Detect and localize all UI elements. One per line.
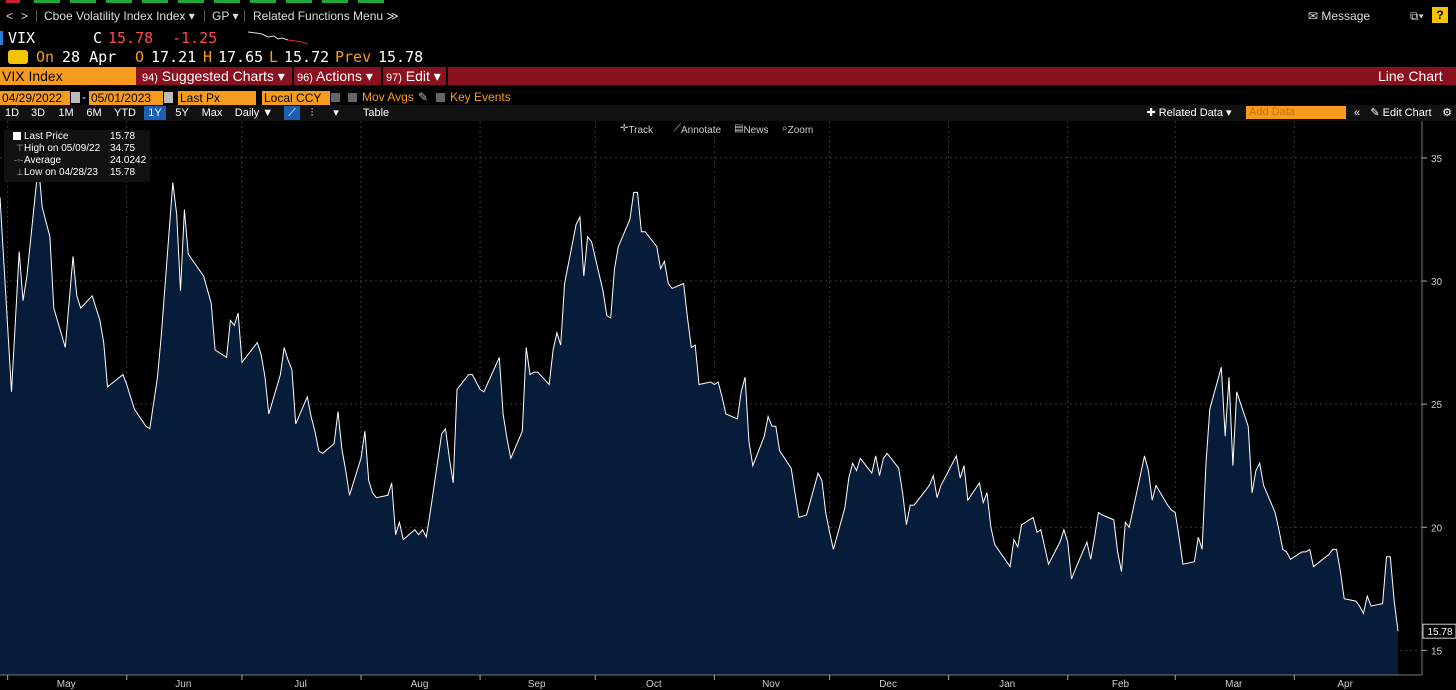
legend-last-label: Last Price xyxy=(24,131,69,142)
track-button[interactable]: ✛ Track xyxy=(620,123,654,136)
x-tick-label: Mar xyxy=(1225,679,1243,690)
currency-select[interactable]: Local CCY xyxy=(262,91,330,105)
mov-avgs-checkbox[interactable] xyxy=(348,93,357,102)
range-1y[interactable]: 1Y xyxy=(144,106,166,120)
x-tick-label: Jan xyxy=(999,679,1015,690)
net-change: -1.25 xyxy=(172,29,218,47)
x-tick-label: Apr xyxy=(1337,679,1353,690)
y-tick-label: 15 xyxy=(1431,646,1443,657)
price-chart[interactable]: 15 20 25 30 35 May Jun Jul Aug Sep Oct Nov Dec Jan Fe… xyxy=(0,121,1456,690)
y-tick-label: 35 xyxy=(1431,154,1443,165)
exchange-icon xyxy=(8,50,28,64)
settings-gear-icon[interactable]: ⚙ xyxy=(1442,107,1452,119)
legend-avg-value: 24.0242 xyxy=(110,155,147,166)
currency-dropdown-icon[interactable] xyxy=(331,93,340,102)
prev-label: Prev xyxy=(335,48,372,66)
legend-swatch xyxy=(13,132,21,140)
frequency-select[interactable]: Daily ▼ xyxy=(234,107,274,119)
close-price: 15.78 xyxy=(108,29,154,47)
mov-avgs-label[interactable]: Mov Avgs xyxy=(362,90,414,104)
high-price: 17.65 xyxy=(218,48,264,66)
suggested-charts-button[interactable]: 94) Suggested Charts ▾ xyxy=(142,68,285,84)
x-tick-label: Jun xyxy=(175,679,191,690)
edit-chart-button[interactable]: ✎ Edit Chart xyxy=(1370,107,1432,119)
legend-avg-label: Average xyxy=(24,155,62,166)
y-tick-label: 20 xyxy=(1431,523,1443,534)
ticker: VIX xyxy=(8,29,36,47)
calendar-icon[interactable] xyxy=(71,92,80,103)
zoom-button[interactable]: ⌕ Zoom xyxy=(782,123,814,136)
top-strip xyxy=(0,0,1456,4)
x-tick-label: May xyxy=(57,679,76,690)
close-prefix: C xyxy=(93,29,103,47)
date-prefix: On xyxy=(36,48,55,66)
prev-price: 15.78 xyxy=(378,48,424,66)
range-5y[interactable]: 5Y xyxy=(175,107,189,119)
quote-date: 28 Apr xyxy=(62,48,117,66)
function-menu[interactable]: GP ▾ xyxy=(212,9,239,23)
function-bar: VIX Index 94) Suggested Charts ▾ 96) Act… xyxy=(0,67,1456,85)
menu-bar: < > Cboe Volatility Index Index ▾ GP ▾ R… xyxy=(0,6,1456,26)
x-tick-label: Nov xyxy=(762,679,780,690)
pencil-icon[interactable]: ✎ xyxy=(418,90,429,104)
calendar-icon[interactable] xyxy=(164,92,173,103)
x-tick-label: Sep xyxy=(528,679,546,690)
annotate-button[interactable]: ⟋ Annotate xyxy=(674,123,722,136)
open-label: O xyxy=(135,48,145,66)
high-label: H xyxy=(203,48,213,66)
security-field[interactable]: VIX Index xyxy=(0,67,136,85)
legend-last-value: 15.78 xyxy=(110,131,136,142)
low-price: 15.72 xyxy=(284,48,330,66)
window-options-icon[interactable]: ⧉▾ xyxy=(1410,9,1424,23)
collapse-icon[interactable]: « xyxy=(1353,107,1361,119)
table-button[interactable]: Table xyxy=(362,107,390,119)
low-label: L xyxy=(269,48,279,66)
related-data-button[interactable]: ✚ Related Data ▾ xyxy=(1146,107,1232,119)
range-1m[interactable]: 1M xyxy=(58,107,74,119)
chart-legend: Last Price 15.78 ⊤ High on 05/09/22 34.7… xyxy=(4,130,150,182)
x-tick-label: Feb xyxy=(1112,679,1130,690)
chevron-right-icon[interactable]: > xyxy=(21,9,29,23)
x-tick-label: Jul xyxy=(294,679,307,690)
news-button[interactable]: ▤ News xyxy=(734,123,769,136)
chevron-left-icon[interactable]: < xyxy=(6,9,14,23)
x-tick-label: Dec xyxy=(879,679,897,690)
legend-low-label: Low on 04/28/23 xyxy=(24,167,98,178)
edit-button[interactable]: 97) Edit ▾ xyxy=(386,68,441,84)
range-ytd[interactable]: YTD xyxy=(114,107,136,119)
x-tick-label: Oct xyxy=(646,679,662,690)
y-tick-label: 25 xyxy=(1431,400,1443,411)
range-max[interactable]: Max xyxy=(201,107,223,119)
end-date-field[interactable]: 05/01/2023 xyxy=(89,91,163,105)
related-functions-menu[interactable]: Related Functions Menu ≫ xyxy=(253,9,399,23)
style-dropdown-icon[interactable]: ▾ xyxy=(333,107,339,119)
range-3d[interactable]: 3D xyxy=(30,107,46,119)
range-1d[interactable]: 1D xyxy=(4,107,20,119)
price-line xyxy=(0,164,1399,632)
add-data-input[interactable]: Add Data xyxy=(1246,106,1346,119)
message-button[interactable]: ✉ Message xyxy=(1308,9,1371,23)
x-tick-label: Aug xyxy=(411,679,429,690)
legend-high-label: High on 05/09/22 xyxy=(24,143,101,154)
range-6m[interactable]: 6M xyxy=(86,107,102,119)
start-date-field[interactable]: 04/29/2022 xyxy=(0,91,70,105)
y-tick-label: 30 xyxy=(1431,277,1443,288)
open-price: 17.21 xyxy=(151,48,197,66)
sparkline xyxy=(248,31,309,45)
help-icon[interactable]: ? xyxy=(1432,7,1448,23)
price-field-select[interactable]: Last Px xyxy=(178,91,256,105)
chart-type-label: Line Chart xyxy=(1378,68,1443,84)
legend-low-value: 15.78 xyxy=(110,167,136,178)
line-style-icon[interactable]: ⟋ xyxy=(284,106,300,120)
key-events-checkbox[interactable] xyxy=(436,93,445,102)
price-area xyxy=(0,164,1398,675)
actions-button[interactable]: 96) Actions ▾ xyxy=(297,68,373,84)
key-events-label[interactable]: Key Events xyxy=(450,90,511,104)
security-menu[interactable]: Cboe Volatility Index Index ▾ xyxy=(44,9,195,23)
range-bar: 1D 3D 1M 6M YTD 1Y 5Y Max Daily ▼ ⟋ ⫶ ▾ … xyxy=(0,105,1456,121)
bar-style-icon[interactable]: ⫶ xyxy=(310,107,314,119)
legend-high-value: 34.75 xyxy=(110,143,136,154)
last-value-label: 15.78 xyxy=(1427,627,1452,638)
